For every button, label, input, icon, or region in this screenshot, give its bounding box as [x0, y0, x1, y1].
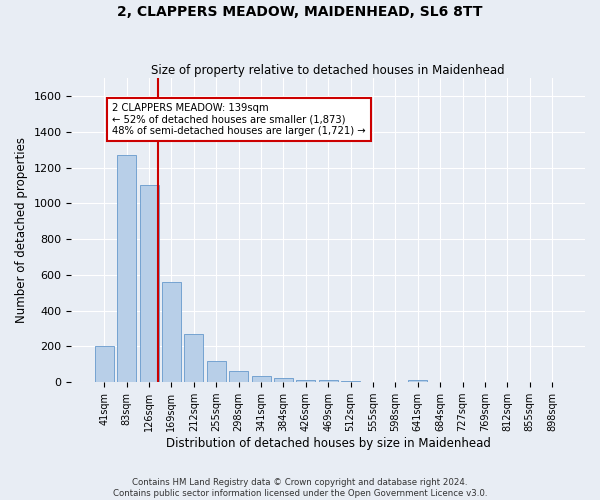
Text: 2 CLAPPERS MEADOW: 139sqm
← 52% of detached houses are smaller (1,873)
48% of se: 2 CLAPPERS MEADOW: 139sqm ← 52% of detac… [112, 103, 366, 136]
Title: Size of property relative to detached houses in Maidenhead: Size of property relative to detached ho… [151, 64, 505, 77]
Bar [274, 378, 293, 382]
Bar [184, 334, 203, 382]
Bar [117, 155, 136, 382]
Bar [95, 346, 114, 382]
Y-axis label: Number of detached properties: Number of detached properties [15, 137, 28, 323]
Bar [319, 380, 338, 382]
Bar [408, 380, 427, 382]
Bar [296, 380, 316, 382]
Bar [162, 282, 181, 382]
Bar [229, 372, 248, 382]
Text: 2, CLAPPERS MEADOW, MAIDENHEAD, SL6 8TT: 2, CLAPPERS MEADOW, MAIDENHEAD, SL6 8TT [117, 5, 483, 19]
Text: Contains HM Land Registry data © Crown copyright and database right 2024.
Contai: Contains HM Land Registry data © Crown c… [113, 478, 487, 498]
X-axis label: Distribution of detached houses by size in Maidenhead: Distribution of detached houses by size … [166, 437, 491, 450]
Bar [140, 186, 158, 382]
Bar [207, 361, 226, 382]
Bar [251, 376, 271, 382]
